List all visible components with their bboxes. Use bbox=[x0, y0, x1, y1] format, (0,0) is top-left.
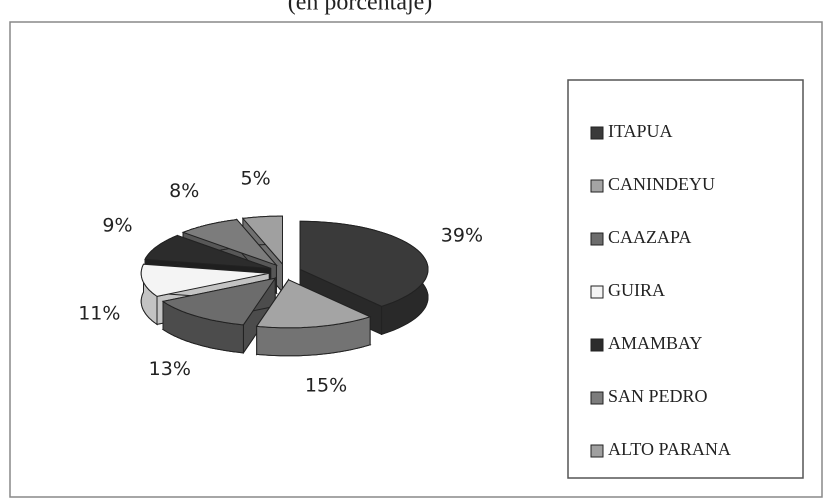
legend-label: ALTO PARANA bbox=[608, 439, 731, 459]
data-label: 13% bbox=[149, 358, 191, 380]
slice bbox=[144, 234, 271, 269]
legend-swatch bbox=[590, 179, 604, 193]
legend-frame bbox=[567, 79, 804, 479]
data-label: 8% bbox=[169, 180, 199, 202]
slice bbox=[255, 279, 372, 329]
legend-label: AMAMBAY bbox=[608, 333, 702, 353]
legend-swatch bbox=[590, 285, 604, 299]
chart-title: (en porcentaje) bbox=[288, 0, 433, 16]
slice bbox=[181, 219, 279, 267]
data-label: 5% bbox=[241, 168, 271, 190]
data-label: 11% bbox=[78, 302, 120, 324]
data-label: 9% bbox=[102, 215, 132, 237]
slice bbox=[161, 277, 277, 326]
legend-label: GUIRA bbox=[608, 280, 665, 300]
legend-swatch bbox=[590, 444, 604, 458]
data-label: 15% bbox=[305, 374, 347, 396]
legend-label: CAAZAPA bbox=[608, 227, 691, 247]
plot-frame bbox=[9, 21, 823, 498]
slice bbox=[299, 220, 429, 307]
legend-swatch bbox=[590, 391, 604, 405]
legend-swatch bbox=[590, 338, 604, 352]
legend-label: SAN PEDRO bbox=[608, 386, 708, 406]
legend-swatch bbox=[590, 232, 604, 246]
slice bbox=[140, 263, 270, 297]
legend-swatch bbox=[590, 126, 604, 140]
legend-label: ITAPUA bbox=[608, 121, 673, 141]
data-label: 39% bbox=[441, 225, 483, 247]
legend-label: CANINDEYU bbox=[608, 174, 715, 194]
slice bbox=[241, 215, 283, 266]
